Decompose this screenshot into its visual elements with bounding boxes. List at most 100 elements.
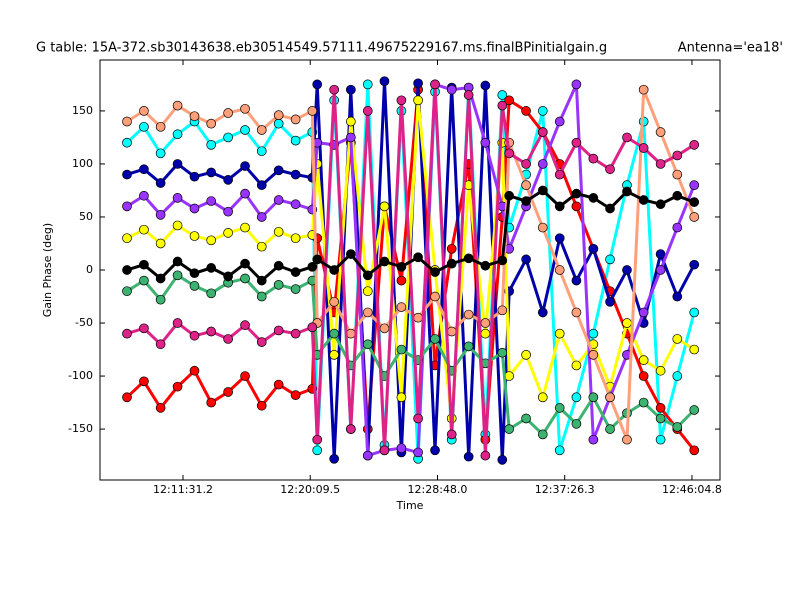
data-point bbox=[396, 392, 407, 403]
data-point bbox=[172, 159, 183, 169]
data-point bbox=[189, 365, 200, 376]
data-point bbox=[206, 397, 217, 408]
data-point bbox=[189, 281, 200, 291]
chart-title: G table: 15A-372.sb30143638.eb30514549.5… bbox=[36, 41, 607, 56]
data-point bbox=[362, 106, 373, 116]
data-point bbox=[206, 118, 217, 129]
data-point bbox=[537, 429, 548, 440]
data-point bbox=[122, 265, 132, 275]
data-point bbox=[622, 132, 632, 143]
x-tick-label: 12:37:26.3 bbox=[535, 483, 595, 496]
data-point bbox=[172, 220, 183, 231]
data-point bbox=[122, 116, 132, 127]
data-point bbox=[537, 307, 548, 318]
data-point bbox=[638, 84, 649, 95]
data-point bbox=[622, 434, 632, 445]
data-point bbox=[379, 256, 390, 267]
data-point bbox=[240, 125, 250, 135]
y-tick-label: -150 bbox=[68, 422, 93, 435]
data-point bbox=[312, 445, 323, 456]
data-point bbox=[122, 169, 132, 180]
data-point bbox=[689, 139, 700, 150]
data-point bbox=[172, 270, 183, 281]
data-point bbox=[139, 106, 149, 116]
data-point bbox=[273, 165, 284, 176]
data-point bbox=[521, 349, 531, 360]
data-point bbox=[240, 222, 250, 233]
data-point bbox=[329, 296, 340, 307]
data-point bbox=[480, 137, 491, 148]
data-point bbox=[273, 110, 284, 121]
data-point bbox=[122, 328, 132, 339]
data-point bbox=[206, 139, 217, 150]
data-point bbox=[396, 261, 407, 272]
data-point bbox=[362, 339, 373, 350]
data-point bbox=[521, 106, 531, 116]
data-point bbox=[588, 193, 599, 203]
data-point bbox=[155, 339, 166, 350]
data-point bbox=[554, 169, 565, 180]
data-point bbox=[223, 206, 233, 217]
data-point bbox=[504, 424, 515, 434]
data-point bbox=[554, 116, 565, 127]
data-point bbox=[273, 325, 284, 336]
data-point bbox=[206, 288, 217, 299]
data-point bbox=[480, 260, 491, 271]
data-point bbox=[655, 199, 666, 210]
data-point bbox=[463, 90, 474, 100]
data-point bbox=[240, 161, 250, 171]
data-point bbox=[256, 180, 267, 191]
data-point bbox=[240, 273, 250, 284]
data-point bbox=[588, 434, 599, 445]
data-point bbox=[139, 259, 149, 270]
data-point bbox=[273, 118, 284, 129]
data-point bbox=[139, 121, 149, 132]
data-point bbox=[638, 371, 649, 381]
data-point bbox=[379, 445, 390, 456]
data-point bbox=[588, 392, 599, 403]
data-point bbox=[256, 212, 267, 222]
data-point bbox=[463, 341, 474, 352]
data-point bbox=[571, 275, 582, 286]
data-point bbox=[122, 392, 132, 403]
plot-area bbox=[122, 76, 700, 465]
data-point bbox=[290, 267, 301, 277]
y-tick-label: 150 bbox=[72, 104, 93, 117]
data-point bbox=[362, 79, 373, 90]
data-point bbox=[588, 349, 599, 360]
data-point bbox=[189, 171, 200, 182]
data-point bbox=[155, 121, 166, 132]
data-point bbox=[155, 403, 166, 413]
data-point bbox=[413, 413, 423, 424]
data-point bbox=[256, 241, 267, 252]
data-point bbox=[521, 413, 531, 424]
data-point bbox=[430, 79, 440, 90]
data-point bbox=[155, 238, 166, 249]
data-point bbox=[155, 209, 166, 220]
data-point bbox=[655, 413, 666, 424]
data-point bbox=[396, 275, 407, 286]
data-point bbox=[155, 178, 166, 188]
data-point bbox=[537, 185, 548, 196]
data-point bbox=[329, 328, 340, 339]
data-point bbox=[554, 265, 565, 275]
data-point bbox=[172, 129, 183, 140]
data-point bbox=[240, 258, 250, 269]
data-point bbox=[689, 405, 700, 415]
data-point bbox=[307, 322, 318, 333]
data-point bbox=[446, 258, 457, 269]
data-point bbox=[329, 453, 340, 464]
data-point bbox=[672, 334, 683, 344]
y-tick-label: -100 bbox=[68, 369, 93, 382]
data-point bbox=[345, 116, 356, 127]
data-point bbox=[430, 291, 440, 302]
data-point bbox=[605, 296, 615, 307]
data-point bbox=[480, 450, 491, 461]
data-point bbox=[379, 323, 390, 334]
data-point bbox=[396, 95, 407, 106]
data-point bbox=[413, 252, 423, 263]
data-point bbox=[521, 196, 531, 206]
data-point bbox=[689, 212, 700, 222]
data-point bbox=[605, 392, 615, 403]
data-point bbox=[588, 243, 599, 254]
